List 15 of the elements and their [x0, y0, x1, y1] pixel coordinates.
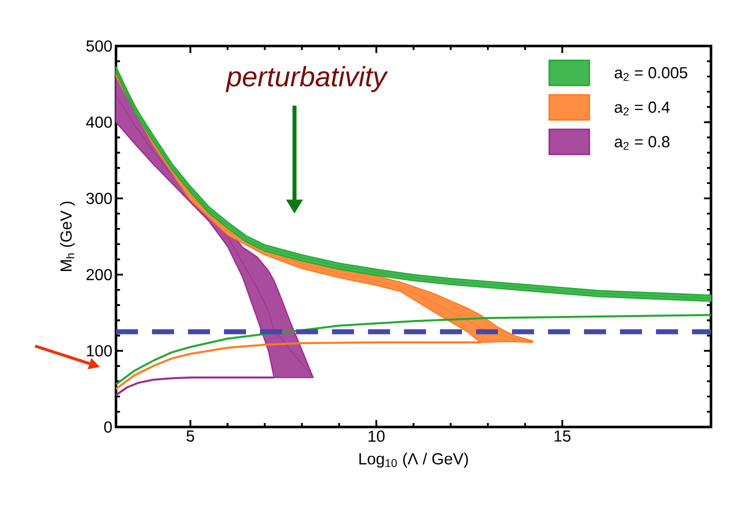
y-tick-label: 200 [86, 268, 112, 280]
legend-label: a$_{2}$ = 0.8 [614, 136, 670, 150]
y-tick-label: 0 [104, 421, 112, 433]
legend-label: a$_{2}$ = 0.4 [614, 102, 670, 116]
x-axis-title: Log$_{10}$ (Λ / GeV) [359, 452, 468, 468]
y-tick-label: 100 [86, 345, 112, 356]
x-tick-label: 10 [368, 430, 385, 442]
y-axis-title: M$_{h}$ (GeV ) [60, 202, 75, 271]
annotation: perturbativity [226, 66, 388, 92]
x-tick-label: 15 [554, 430, 570, 442]
y-tick-label: 300 [86, 192, 112, 204]
x-tick-label: 5 [186, 430, 194, 442]
y-tick-label: 400 [86, 116, 112, 128]
y-tick-label: 500 [86, 40, 112, 52]
legend-label: a$_{2}$ = 0.005 [614, 67, 688, 81]
